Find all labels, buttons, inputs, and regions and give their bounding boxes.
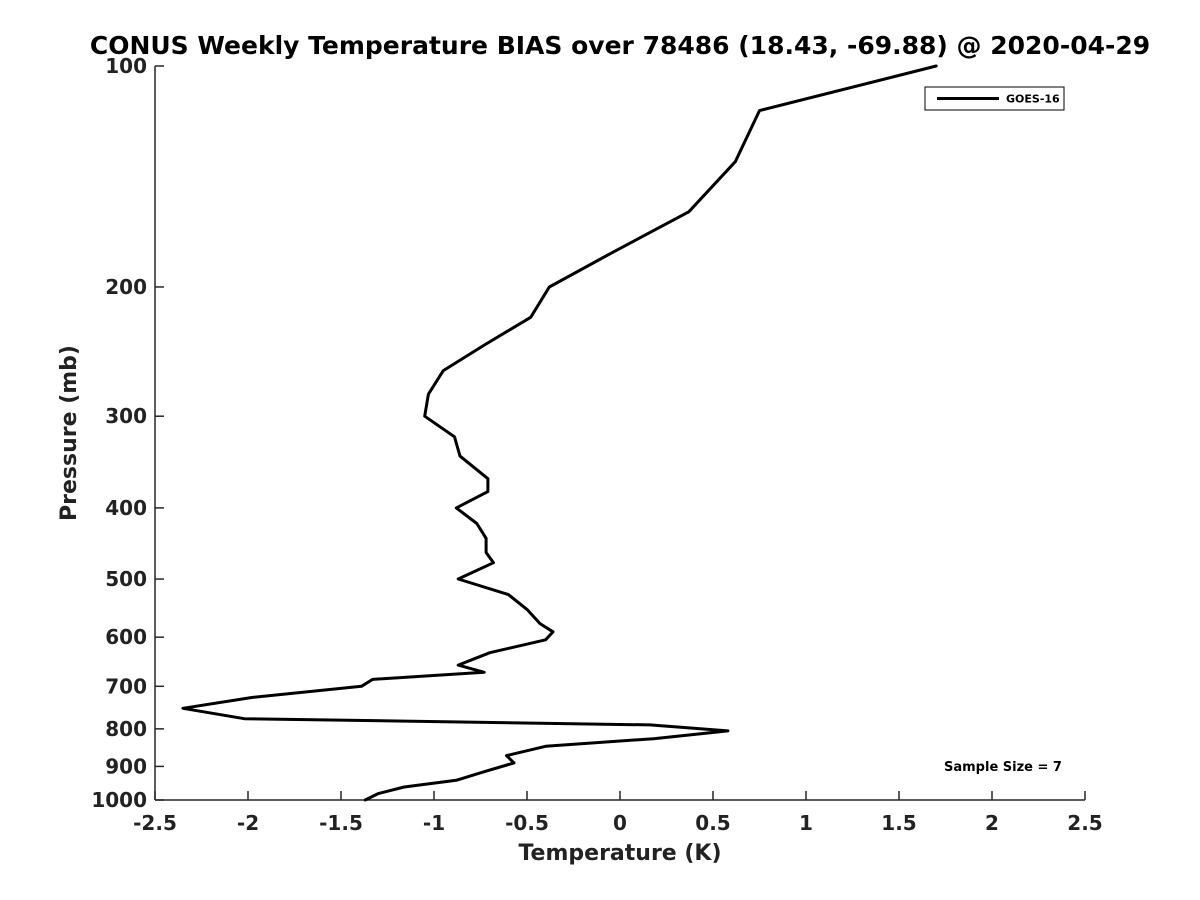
x-tick-label: -1 <box>423 811 445 835</box>
x-tick-label: 1 <box>799 811 813 835</box>
y-tick-label: 100 <box>105 54 147 78</box>
plot-area: -2.5 -2 -1.5 -1 -0.5 0 0.5 1 1.5 2 2.5 100 200 300 40… <box>91 54 1102 835</box>
y-ticks: 100 200 300 400 500 600 700 800 900 1000 <box>91 54 164 812</box>
y-tick-label: 500 <box>105 567 147 591</box>
x-tick-label: -2.5 <box>133 811 177 835</box>
series-layer <box>181 64 938 802</box>
x-ticks: -2.5 -2 -1.5 -1 -0.5 0 0.5 1 1.5 2 2.5 <box>133 791 1103 835</box>
legend: GOES-16 <box>924 86 1065 111</box>
x-tick-label: 0 <box>613 811 627 835</box>
y-tick-label: 900 <box>105 754 147 778</box>
y-tick-label: 800 <box>105 717 147 741</box>
y-tick-label: 300 <box>105 404 147 428</box>
x-tick-label: 1.5 <box>881 811 916 835</box>
sample-size-annotation: Sample Size = 7 <box>944 760 1062 775</box>
x-tick-label: 2.5 <box>1067 811 1102 835</box>
y-axis-label: Pressure (mb) <box>57 345 82 521</box>
y-tick-label: 700 <box>105 674 147 698</box>
y-tick-label: 1000 <box>91 788 147 812</box>
x-tick-label: -1.5 <box>319 811 363 835</box>
x-tick-label: 2 <box>985 811 999 835</box>
y-tick-label: 600 <box>105 625 147 649</box>
y-tick-label: 400 <box>105 496 147 520</box>
legend-label-goes-16: GOES-16 <box>1006 93 1060 106</box>
x-tick-label: -0.5 <box>505 811 549 835</box>
chart-title: CONUS Weekly Temperature BIAS over 78486… <box>90 31 1150 60</box>
x-tick-label: 0.5 <box>695 811 730 835</box>
x-axis-label: Temperature (K) <box>518 841 721 866</box>
x-tick-label: -2 <box>237 811 259 835</box>
y-tick-label: 200 <box>105 275 147 299</box>
series-line-goes-16 <box>181 64 938 802</box>
